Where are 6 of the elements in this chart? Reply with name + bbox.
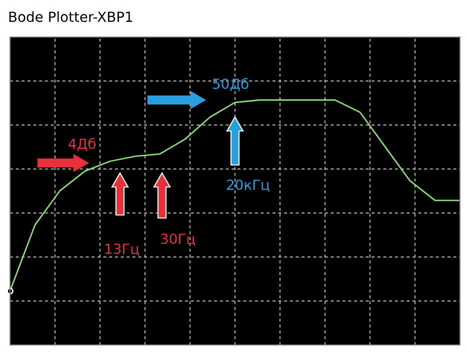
annotation: 4Дб [68,138,96,152]
annotation: 13Гц [106,244,139,256]
annotation: 30Гц [161,234,195,246]
chart-title: Bode Plotter-XBP1 [9,11,132,22]
annotation: 20кГц [227,180,270,192]
text: 50Дб [213,78,248,92]
